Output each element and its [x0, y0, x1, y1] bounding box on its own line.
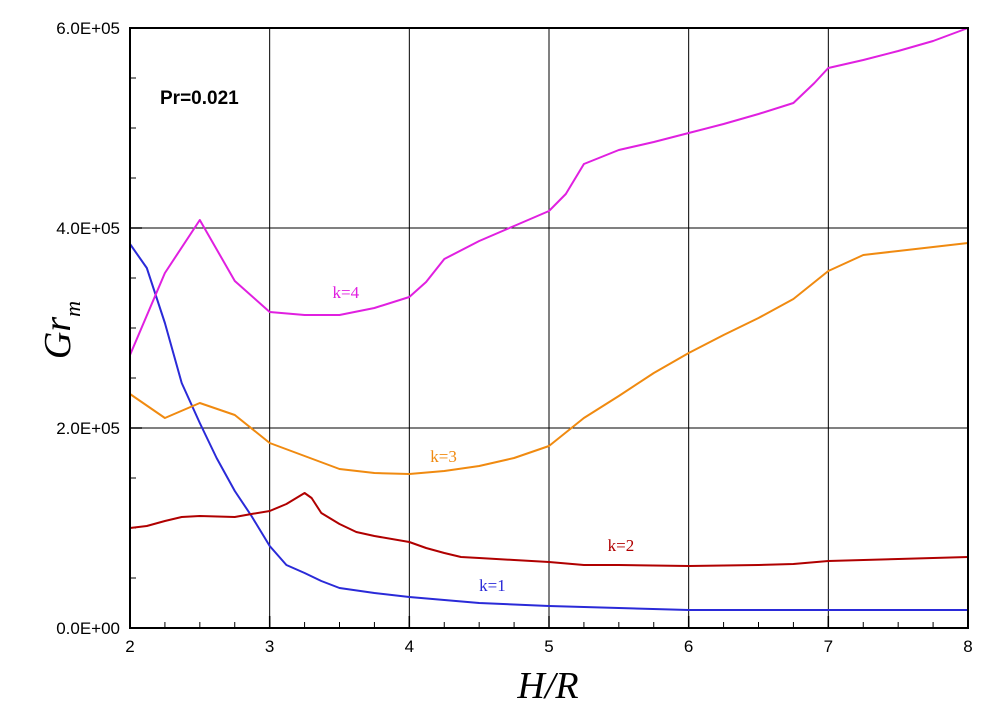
- x-tick-label: 2: [125, 637, 134, 656]
- axis-tick-labels: 2 3 4 5 6 7 8 0.0E+00 2.0E+05 4.0E+05 6.0E+05: [56, 19, 973, 656]
- grid: [130, 28, 968, 628]
- x-tick-label: 7: [824, 637, 833, 656]
- x-tick-label: 5: [544, 637, 553, 656]
- series-line-k2: [129, 492, 969, 567]
- plot-frame: [129, 27, 969, 629]
- x-tick-label: 3: [265, 637, 274, 656]
- prandtl-annotation: Pr=0.021: [160, 88, 239, 109]
- x-tick-label: 8: [963, 637, 972, 656]
- y-tick-label: 2.0E+05: [56, 419, 120, 438]
- series-line-k1: [129, 243, 968, 611]
- series-label-k3: k=3: [430, 447, 457, 466]
- series-label-k4: k=4: [333, 283, 360, 302]
- y-tick-label: 0.0E+00: [56, 619, 120, 638]
- series-label-k1: k=1: [479, 576, 506, 595]
- x-tick-label: 4: [405, 637, 414, 656]
- y-axis-title-base: Gr: [37, 317, 79, 359]
- x-axis-title: H/R: [516, 665, 578, 706]
- y-axis-title-subscript: m: [60, 301, 85, 317]
- series-line-k3: [129, 242, 969, 475]
- series-line-k4: [129, 27, 969, 356]
- y-axis-title: Grm: [37, 301, 85, 359]
- series-lines: [129, 27, 969, 611]
- y-tick-label: 6.0E+05: [56, 19, 120, 38]
- y-tick-label: 4.0E+05: [56, 219, 120, 238]
- series-label-k2: k=2: [608, 536, 635, 555]
- series-labels: k=1 k=2 k=3 k=4: [333, 283, 635, 595]
- x-tick-label: 6: [684, 637, 693, 656]
